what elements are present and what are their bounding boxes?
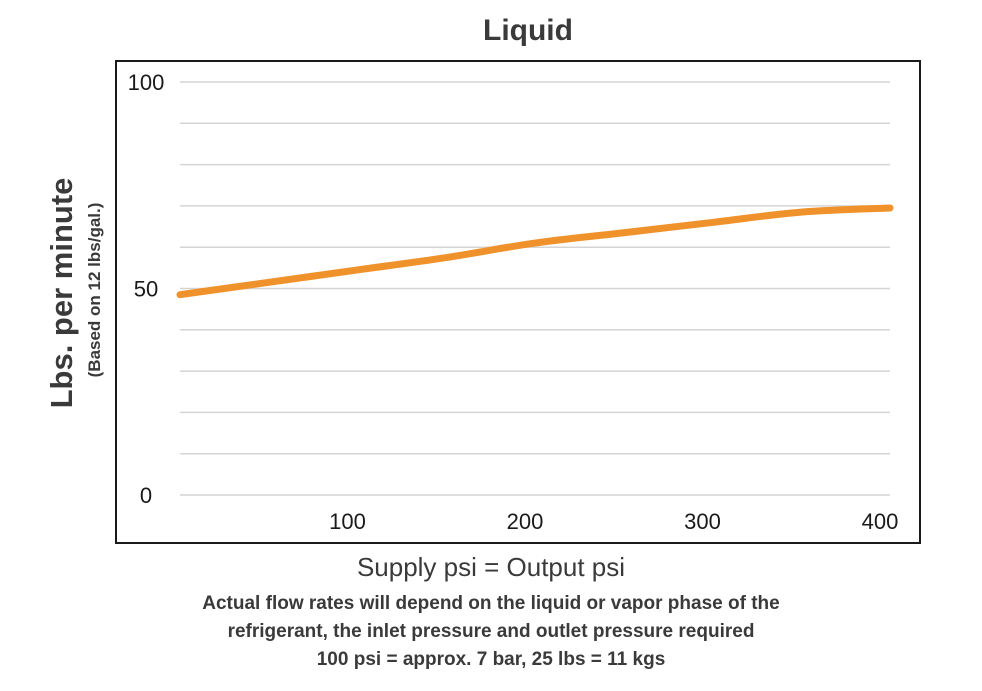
x-axis-label: Supply psi = Output psi: [356, 552, 626, 582]
note-line-3: 100 psi = approx. 7 bar, 25 lbs = 11 kgs: [316, 649, 666, 670]
plot-frame: [115, 60, 921, 544]
y-tick-label: 50: [134, 277, 158, 302]
x-tick-label: 300: [684, 509, 721, 534]
note-line-1: Actual flow rates will depend on the liq…: [202, 593, 780, 614]
y-axis-label: Lbs. per minute: [44, 178, 79, 409]
y-axis-sublabel: (Based on 12 lbs/gal.): [85, 203, 104, 378]
series-line: [176, 204, 894, 299]
x-tick-label: 200: [507, 509, 544, 534]
chart-title: Liquid: [483, 14, 573, 47]
y-tick-label: 0: [140, 483, 152, 508]
x-tick-label: 400: [862, 509, 899, 534]
y-tick-label: 100: [128, 70, 165, 95]
note-line-2: refrigerant, the inlet pressure and outl…: [227, 621, 755, 642]
x-tick-label: 100: [329, 509, 366, 534]
